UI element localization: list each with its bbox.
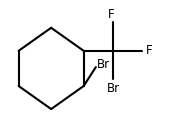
Text: F: F	[146, 44, 152, 57]
Text: F: F	[107, 8, 114, 21]
Text: Br: Br	[107, 82, 120, 95]
Text: Br: Br	[97, 58, 110, 71]
